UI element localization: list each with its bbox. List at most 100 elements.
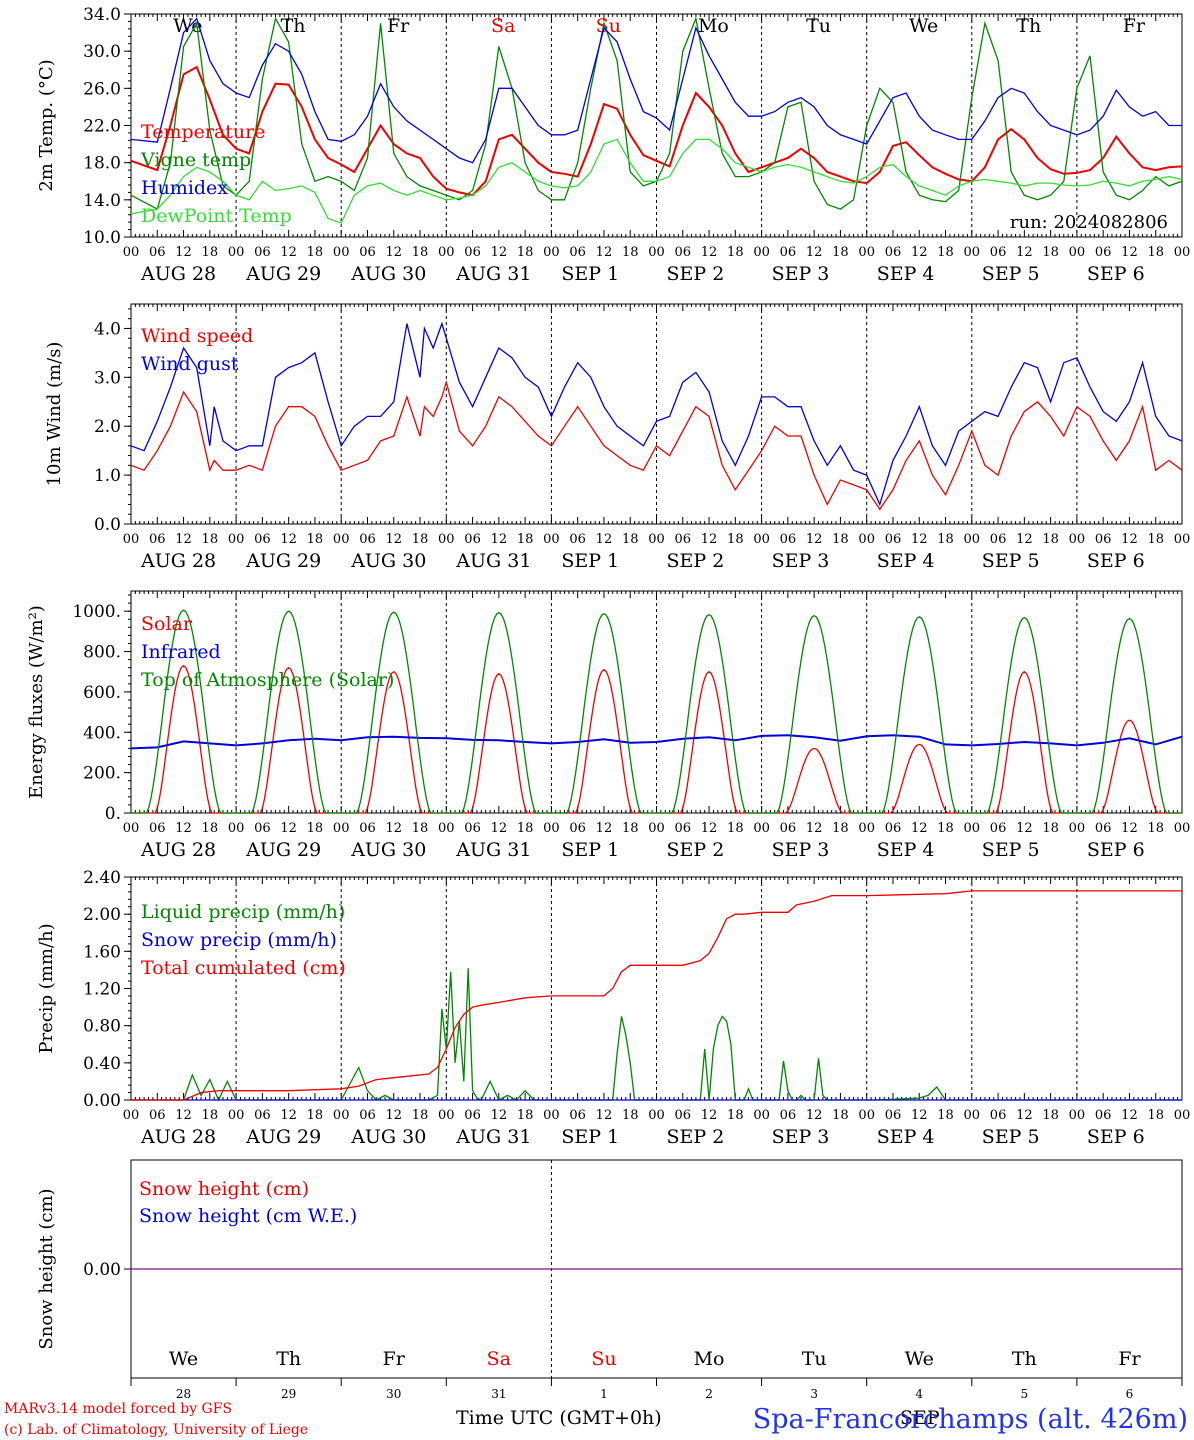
weekday-label: Th [1012,1348,1037,1370]
date-label: AUG 31 [455,550,531,572]
date-label: AUG 30 [350,839,426,861]
hour-tick-label: 12 [701,821,718,836]
y-tick-label: 0. [105,804,121,824]
hour-tick-label: 12 [806,532,823,547]
hour-tick-label: 18 [202,821,219,836]
hour-tick-label: 12 [911,532,928,547]
hour-tick-label: 06 [780,1108,797,1123]
date-label: SEP 6 [1087,263,1145,285]
hour-tick-label: 06 [675,821,692,836]
legend-entry: DewPoint Temp [141,205,292,227]
hour-tick-label: 18 [202,245,219,260]
date-label: SEP 3 [772,839,830,861]
series-line [130,138,1183,224]
hour-tick-label: 00 [964,821,981,836]
legend-entry: Wind gust [141,353,239,375]
hour-tick-label: 06 [464,821,481,836]
weekday-label: We [169,1348,198,1370]
y-tick-label: 800. [83,643,121,663]
hour-tick-label: 12 [491,245,508,260]
hour-tick-label: 18 [832,245,849,260]
date-label: SEP 5 [982,1126,1040,1148]
hour-tick-label: 00 [858,1108,875,1123]
weekday-label: Th [276,1348,301,1370]
hour-tick-label: 12 [491,821,508,836]
legend-entry: Wind speed [141,325,253,347]
hour-tick-label: 18 [937,1108,954,1123]
y-axis-label: 2m Temp. (°C) [36,59,57,191]
hour-tick-label: 18 [412,1108,429,1123]
hour-tick-label: 06 [464,1108,481,1123]
hour-tick-label: 00 [1174,245,1191,260]
hour-tick-label: 18 [202,1108,219,1123]
date-label: AUG 31 [455,839,531,861]
hour-tick-label: 18 [937,532,954,547]
hour-tick-label: 00 [1069,821,1086,836]
hour-tick-label: 00 [964,245,981,260]
hour-tick-label: 12 [596,1108,613,1123]
hour-tick-label: 18 [937,245,954,260]
hour-tick-label: 00 [123,245,140,260]
date-label: SEP 5 [982,839,1040,861]
hour-tick-label: 06 [885,245,902,260]
y-axis-label: Precip (mm/h) [36,923,57,1053]
legend-entry: Humidex [141,177,228,199]
y-tick-label: 10.0 [83,228,121,248]
hour-tick-label: 00 [228,532,245,547]
hour-tick-label: 00 [333,532,350,547]
date-label: SEP 2 [667,839,725,861]
hour-tick-label: 00 [123,532,140,547]
hour-tick-label: 06 [780,821,797,836]
date-label: SEP 6 [1087,550,1145,572]
hour-tick-label: 06 [990,821,1007,836]
hour-tick-label: 06 [254,821,271,836]
hour-tick-label: 18 [832,532,849,547]
wind-panel: 00 06 12 18 00 06 12 18 00 06 12 18 00 06 12 18 00 06 12 18… [44,303,1191,572]
hour-tick-label: 12 [280,245,297,260]
series-line [130,321,1183,507]
hour-tick-label: 00 [648,1108,665,1123]
hour-tick-label: 06 [254,1108,271,1123]
hour-tick-label: 12 [911,1108,928,1123]
day-number-label: 3 [810,1387,818,1401]
hour-tick-label: 06 [464,245,481,260]
y-tick-label: 2.00 [83,905,121,925]
hour-tick-label: 00 [1069,532,1086,547]
hour-tick-label: 18 [1147,821,1164,836]
date-label: AUG 28 [140,839,216,861]
hour-tick-label: 00 [858,245,875,260]
hour-tick-label: 00 [228,245,245,260]
hour-tick-label: 00 [543,821,560,836]
date-label: SEP 2 [667,550,725,572]
y-axis-label: 10m Wind (m/s) [44,342,65,487]
series-line [131,609,1182,814]
day-number-label: 5 [1021,1387,1029,1401]
hour-tick-label: 12 [280,1108,297,1123]
hour-tick-label: 12 [175,1108,192,1123]
series-line [130,16,1183,211]
hour-tick-label: 06 [675,1108,692,1123]
date-label: AUG 28 [140,1126,216,1148]
hour-tick-label: 00 [1174,532,1191,547]
hour-tick-label: 12 [1121,1108,1138,1123]
hour-tick-label: 00 [1069,245,1086,260]
hour-tick-label: 12 [385,1108,402,1123]
hour-tick-label: 00 [648,245,665,260]
y-tick-label: 0.00 [83,1091,121,1111]
hour-tick-label: 06 [569,1108,586,1123]
day-number-label: 30 [386,1387,401,1401]
hour-tick-label: 12 [1121,821,1138,836]
hour-tick-label: 18 [727,245,744,260]
date-label: SEP 1 [561,263,619,285]
series-line [130,17,1182,164]
weekday-label: Tu [806,15,831,37]
hour-tick-label: 12 [491,532,508,547]
y-tick-label: 1.20 [83,980,121,1000]
weekday-label: Th [1016,15,1041,37]
weekday-label: Sa [491,15,515,37]
hour-tick-label: 06 [990,532,1007,547]
hour-tick-label: 12 [1121,532,1138,547]
date-label: SEP 1 [561,550,619,572]
legend-entry: Infrared [141,641,221,663]
